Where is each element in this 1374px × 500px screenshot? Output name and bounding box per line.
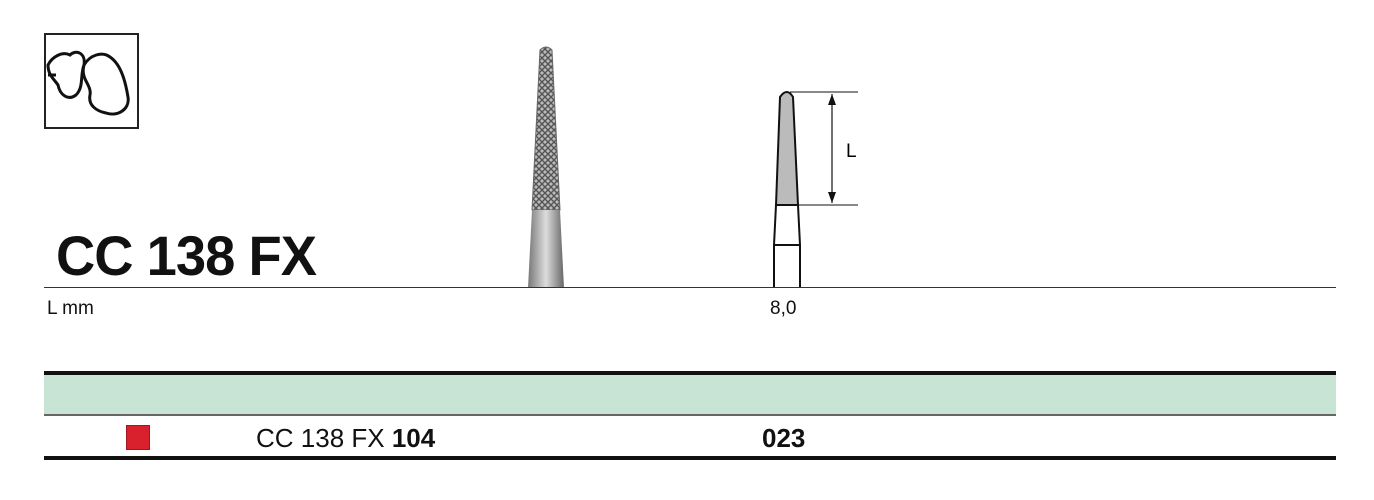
- order-code-prefix: CC 138 FX: [256, 423, 385, 453]
- divider: [44, 287, 1336, 288]
- burr-dimension-diagram: L: [772, 91, 858, 288]
- product-title: CC 138 FX: [56, 224, 317, 287]
- order-code-size: 104: [391, 423, 436, 453]
- tooth-crown-icon: [46, 50, 130, 116]
- grit-color-swatch: [126, 425, 150, 450]
- table-header-band: [44, 375, 1336, 414]
- length-value: 8,0: [770, 298, 797, 319]
- diameter-value: 023: [762, 423, 806, 453]
- order-code: CC 138 FX 104: [256, 423, 435, 454]
- table-top-rule: [44, 371, 1336, 375]
- application-icon-box: [44, 33, 139, 129]
- length-unit-label: L mm: [47, 298, 94, 319]
- burr-photo: [528, 46, 564, 288]
- table-header-rule: [44, 414, 1336, 416]
- length-label: L: [846, 141, 857, 162]
- table-bottom-rule: [44, 456, 1336, 460]
